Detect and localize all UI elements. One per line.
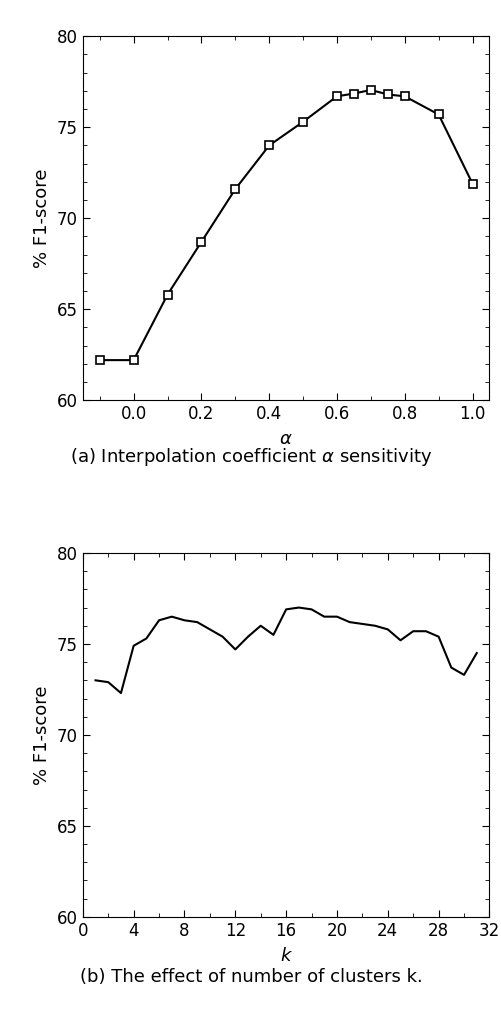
Y-axis label: % F1-score: % F1-score — [34, 685, 51, 784]
Text: (b) The effect of number of clusters k.: (b) The effect of number of clusters k. — [80, 968, 421, 986]
Y-axis label: % F1-score: % F1-score — [34, 169, 51, 268]
X-axis label: $k$: $k$ — [279, 947, 292, 965]
Text: (a) Interpolation coefficient $\alpha$ sensitivity: (a) Interpolation coefficient $\alpha$ s… — [70, 447, 431, 468]
X-axis label: $\alpha$: $\alpha$ — [279, 430, 293, 448]
